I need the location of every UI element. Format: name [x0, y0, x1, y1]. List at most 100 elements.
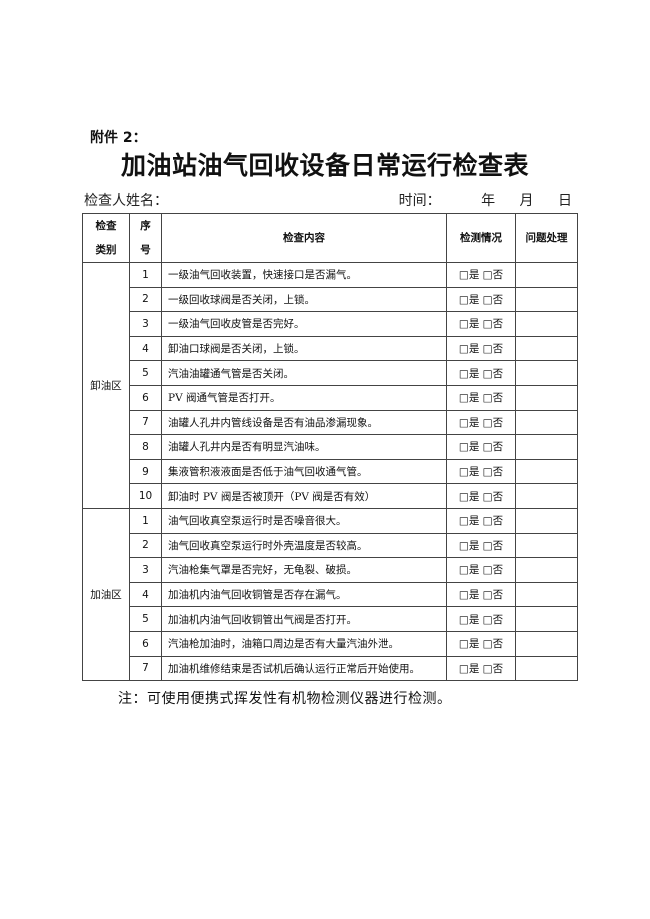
handling-cell[interactable] [515, 335, 578, 362]
check-content: 卸油口球阀是否关闭，上锁。 [161, 335, 447, 362]
status-options: □是 □否 [446, 581, 516, 608]
handling-cell[interactable] [515, 286, 578, 313]
no-checkbox[interactable]: □否 [482, 490, 504, 503]
status-options: □是 □否 [446, 409, 516, 436]
table-row: 4 加油机内油气回收铜管是否存在漏气。 □是 □否 [83, 581, 578, 608]
no-checkbox[interactable]: □否 [482, 293, 504, 306]
table-header-row: 检查类别 序号 检查内容 检测情况 问题处理 [82, 213, 578, 263]
status-options: □是 □否 [446, 606, 516, 632]
check-content: 油罐人孔井内管线设备是否有油品渗漏现象。 [161, 409, 447, 436]
handling-cell[interactable] [515, 384, 578, 411]
no-checkbox[interactable]: □否 [482, 392, 504, 405]
table-row: 8 油罐人孔井内是否有明显汽油味。 □是 □否 [83, 434, 578, 460]
no-checkbox[interactable]: □否 [482, 589, 504, 602]
table-row: 4 卸油口球阀是否关闭，上锁。 □是 □否 [83, 335, 578, 362]
handling-cell[interactable] [515, 532, 578, 559]
no-checkbox[interactable]: □否 [482, 662, 504, 675]
yes-checkbox[interactable]: □是 [458, 392, 480, 405]
handling-cell[interactable] [515, 458, 578, 485]
yes-checkbox[interactable]: □是 [458, 662, 480, 675]
no-checkbox[interactable]: □否 [482, 466, 504, 479]
no-checkbox[interactable]: □否 [482, 343, 504, 356]
category-cell: 加油区 [82, 507, 130, 682]
check-content: 一级油气回收皮管是否完好。 [161, 311, 447, 337]
handling-cell[interactable] [515, 507, 578, 534]
no-checkbox[interactable]: □否 [482, 367, 504, 380]
table-row: 5 加油机内油气回收铜管出气阀是否打开。 □是 □否 [83, 606, 578, 632]
yes-checkbox[interactable]: □是 [458, 441, 480, 454]
yes-checkbox[interactable]: □是 [458, 613, 480, 626]
no-checkbox[interactable]: □否 [482, 638, 504, 651]
footnote: 注：可使用便携式挥发性有机物检测仪器进行检测。 [118, 691, 452, 707]
no-checkbox[interactable]: □否 [482, 539, 504, 552]
check-content: 汽油枪加油时，油箱口周边是否有大量汽油外泄。 [161, 630, 447, 657]
no-checkbox[interactable]: □否 [482, 416, 504, 429]
row-number: 1 [129, 262, 162, 288]
yes-checkbox[interactable]: □是 [458, 318, 480, 331]
check-content: 汽油油罐通气管是否关闭。 [161, 360, 447, 386]
handling-cell[interactable] [515, 360, 578, 386]
table-row: 6 PV 阀通气管是否打开。 □是 □否 [83, 384, 578, 411]
yes-checkbox[interactable]: □是 [458, 589, 480, 602]
row-number: 4 [129, 581, 162, 608]
page-title: 加油站油气回收设备日常运行检查表 [120, 151, 529, 180]
handling-cell[interactable] [515, 262, 578, 288]
row-number: 3 [129, 311, 162, 337]
handling-cell[interactable] [515, 434, 578, 460]
no-checkbox[interactable]: □否 [482, 613, 504, 626]
status-options: □是 □否 [446, 557, 516, 583]
check-content: 一级油气回收装置，快速接口是否漏气。 [161, 262, 447, 288]
status-options: □是 □否 [446, 360, 516, 386]
inspection-table: 检查类别 序号 检查内容 检测情况 问题处理 卸油区 1 一级油气回收装置，快速接口… [82, 213, 578, 682]
yes-checkbox[interactable]: □是 [458, 343, 480, 356]
row-number: 2 [129, 532, 162, 559]
check-content: PV 阀通气管是否打开。 [161, 384, 447, 411]
no-checkbox[interactable]: □否 [482, 318, 504, 331]
date-field: 时间： 年 月 日 [379, 190, 572, 210]
handling-cell[interactable] [515, 409, 578, 436]
table-row: 7 油罐人孔井内管线设备是否有油品渗漏现象。 □是 □否 [83, 409, 578, 436]
yes-checkbox[interactable]: □是 [458, 564, 480, 577]
yes-checkbox[interactable]: □是 [458, 638, 480, 651]
table-row: 6 汽油枪加油时，油箱口周边是否有大量汽油外泄。 □是 □否 [83, 630, 578, 657]
yes-checkbox[interactable]: □是 [458, 490, 480, 503]
handling-cell[interactable] [515, 557, 578, 583]
no-checkbox[interactable]: □否 [482, 515, 504, 528]
check-content: 集液管积液液面是否低于油气回收通气管。 [161, 458, 447, 485]
handling-cell[interactable] [515, 655, 578, 682]
row-number: 5 [129, 606, 162, 632]
yes-checkbox[interactable]: □是 [458, 416, 480, 429]
handling-cell[interactable] [515, 483, 578, 509]
status-options: □是 □否 [446, 311, 516, 337]
row-number: 6 [129, 384, 162, 411]
check-content: 油罐人孔井内是否有明显汽油味。 [161, 434, 447, 460]
month-label: 月 [519, 193, 534, 209]
yes-checkbox[interactable]: □是 [458, 515, 480, 528]
category-cell: 卸油区 [82, 262, 130, 509]
table-row: 5 汽油油罐通气管是否关闭。 □是 □否 [83, 360, 578, 386]
yes-checkbox[interactable]: □是 [458, 293, 480, 306]
handling-cell[interactable] [515, 581, 578, 608]
no-checkbox[interactable]: □否 [482, 269, 504, 282]
yes-checkbox[interactable]: □是 [458, 269, 480, 282]
row-number: 4 [129, 335, 162, 362]
status-options: □是 □否 [446, 483, 516, 509]
attachment-label: 附件 2： [90, 130, 147, 146]
handling-cell[interactable] [515, 630, 578, 657]
yes-checkbox[interactable]: □是 [458, 367, 480, 380]
row-number: 10 [129, 483, 162, 509]
row-number: 7 [129, 409, 162, 436]
yes-checkbox[interactable]: □是 [458, 466, 480, 479]
header-content: 检查内容 [161, 213, 447, 263]
status-options: □是 □否 [446, 335, 516, 362]
yes-checkbox[interactable]: □是 [458, 539, 480, 552]
handling-cell[interactable] [515, 606, 578, 632]
row-number: 7 [129, 655, 162, 682]
handling-cell[interactable] [515, 311, 578, 337]
row-number: 1 [129, 507, 162, 534]
table-row: 加油区 1 油气回收真空泵运行时是否噪音很大。 □是 □否 [82, 507, 578, 682]
table-row: 卸油区 1 一级油气回收装置，快速接口是否漏气。 □是 □否 [82, 262, 578, 509]
no-checkbox[interactable]: □否 [482, 441, 504, 454]
no-checkbox[interactable]: □否 [482, 564, 504, 577]
status-options: □是 □否 [446, 458, 516, 485]
